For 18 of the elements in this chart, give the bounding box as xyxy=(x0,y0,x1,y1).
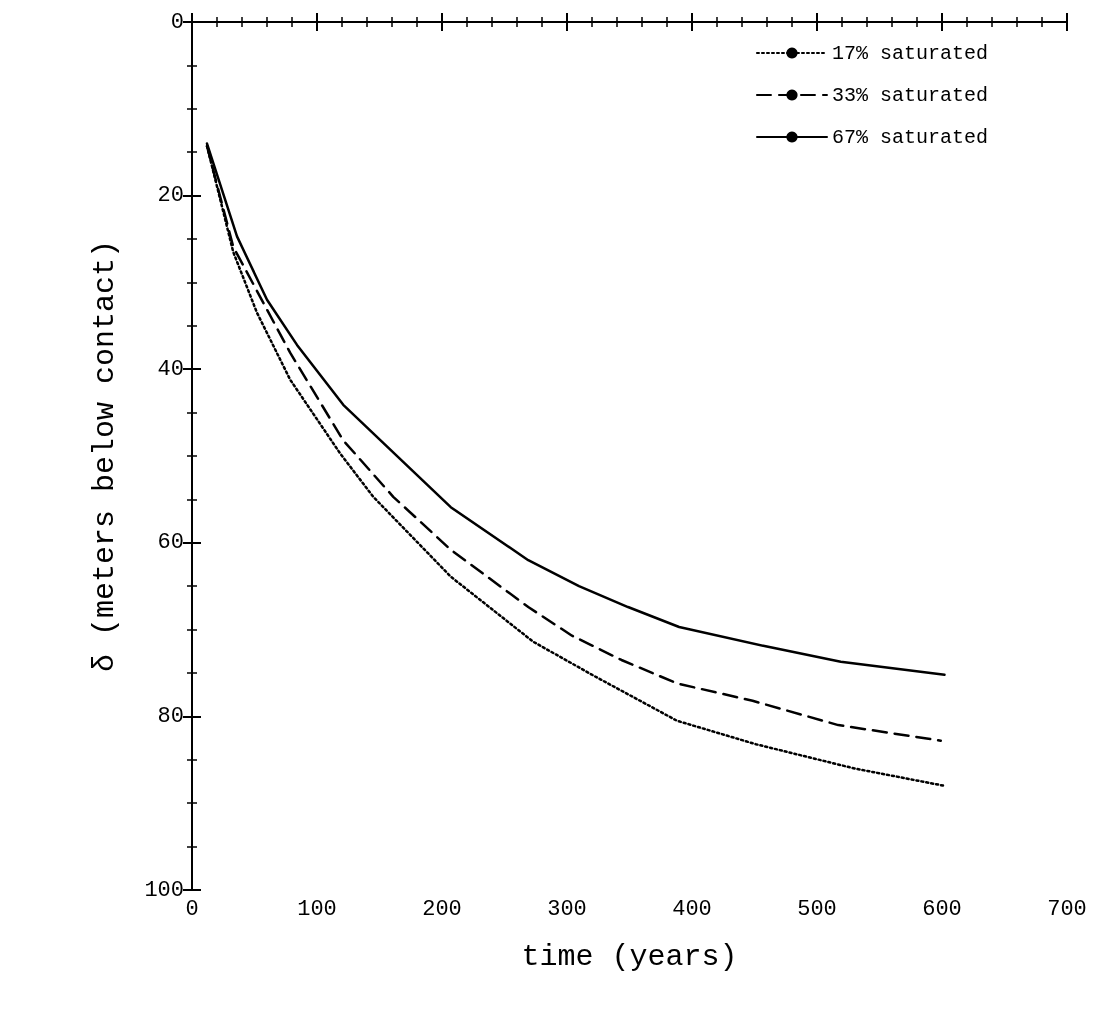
y-tick-label: 40 xyxy=(157,356,184,382)
y-tick-label: 100 xyxy=(144,877,184,903)
y-tick-label: 20 xyxy=(157,183,184,209)
y-axis-title: δ (meters below contact) xyxy=(88,239,122,673)
x-tick-label: 100 xyxy=(297,896,337,922)
y-tick-label: 0 xyxy=(170,9,184,35)
y-tick-label: 60 xyxy=(157,530,184,556)
x-tick-label: 700 xyxy=(1047,896,1087,922)
x-tick-label: 500 xyxy=(797,896,837,922)
legend-label: 33% saturated xyxy=(831,83,989,107)
y-tick-label: 80 xyxy=(157,703,184,729)
x-tick-label: 200 xyxy=(422,896,462,922)
legend-label: 17% saturated xyxy=(831,41,989,65)
legend-label: 67% saturated xyxy=(831,125,989,149)
x-tick-label: 300 xyxy=(547,896,587,922)
x-tick-label: 400 xyxy=(672,896,712,922)
x-tick-label: 600 xyxy=(922,896,962,922)
x-axis-title: time (years) xyxy=(521,940,738,974)
